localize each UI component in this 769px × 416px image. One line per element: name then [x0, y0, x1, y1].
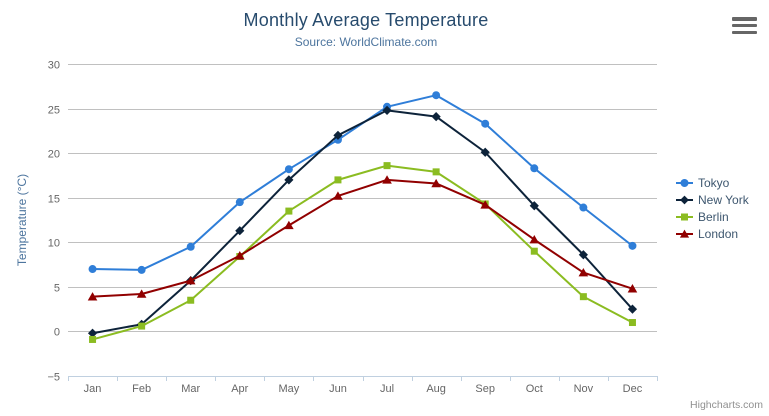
data-point-tokyo[interactable] — [137, 265, 146, 274]
data-point-london[interactable] — [136, 289, 147, 298]
data-point-london[interactable] — [284, 220, 294, 230]
data-point-tokyo[interactable] — [235, 198, 244, 207]
legend-label: Berlin — [698, 209, 729, 224]
legend-marker-diamond-icon — [676, 195, 693, 204]
series-new-york[interactable] — [87, 105, 638, 338]
data-point-new-york[interactable] — [578, 250, 588, 260]
legend-label: New York — [698, 192, 749, 207]
legend-marker-triangle-icon — [676, 229, 693, 238]
x-axis-tick-label: Nov — [574, 383, 594, 395]
series-london[interactable] — [87, 175, 638, 301]
y-axis-tick-label: 30 — [48, 60, 60, 72]
data-point-london[interactable] — [431, 178, 441, 188]
y-axis-tick-label: 0 — [54, 327, 60, 339]
data-point-berlin[interactable] — [187, 296, 195, 304]
data-point-tokyo[interactable] — [481, 119, 490, 128]
data-point-london[interactable] — [480, 200, 491, 209]
legend: Tokyo New York Berlin London — [676, 175, 749, 241]
data-point-berlin[interactable] — [334, 176, 342, 184]
data-point-berlin[interactable] — [579, 293, 587, 301]
data-point-berlin[interactable] — [383, 162, 391, 170]
data-point-berlin[interactable] — [628, 319, 636, 327]
data-point-berlin[interactable] — [138, 322, 146, 330]
y-axis-title: Temperature (°C) — [15, 174, 29, 266]
series-line-tokyo[interactable] — [91, 94, 634, 271]
x-axis-tick-label: Jul — [380, 383, 394, 395]
legend-label: London — [698, 226, 739, 241]
data-point-new-york[interactable] — [87, 328, 98, 338]
data-point-london[interactable] — [185, 276, 196, 285]
data-point-london[interactable] — [333, 191, 343, 200]
data-point-london[interactable] — [529, 235, 540, 244]
x-axis-tick-label: Dec — [623, 383, 643, 395]
data-point-tokyo[interactable] — [88, 265, 97, 274]
data-point-new-york[interactable] — [431, 111, 441, 122]
legend-item-berlin[interactable]: Berlin — [676, 209, 749, 224]
x-axis-tick-label: Mar — [181, 383, 200, 395]
x-axis-tick-label: Jan — [84, 383, 102, 395]
chart-subtitle: Source: WorldClimate.com — [294, 35, 438, 49]
hamburger-menu-icon[interactable] — [732, 17, 757, 34]
data-point-new-york[interactable] — [235, 226, 245, 236]
y-axis-tick-label: 20 — [48, 149, 60, 161]
data-point-tokyo[interactable] — [284, 165, 293, 174]
data-point-new-york[interactable] — [529, 201, 539, 211]
legend-label: Tokyo — [698, 175, 730, 190]
data-point-london[interactable] — [578, 267, 589, 277]
x-axis-tick-label: Jun — [329, 383, 347, 395]
data-point-london[interactable] — [87, 292, 98, 301]
chart-title: Monthly Average Temperature — [243, 10, 489, 30]
data-point-tokyo[interactable] — [530, 164, 539, 173]
y-axis-tick-label: 25 — [48, 105, 60, 117]
x-axis-tick-label: Sep — [475, 383, 495, 395]
series-line-new-york[interactable] — [91, 109, 634, 335]
data-point-london[interactable] — [382, 175, 392, 184]
menu-bar — [732, 30, 757, 34]
data-point-london[interactable] — [627, 284, 638, 293]
data-point-tokyo[interactable] — [628, 241, 637, 250]
y-axis-tick-label: −5 — [47, 372, 60, 384]
y-axis-tick-label: 5 — [54, 283, 60, 295]
y-axis-tick-label: 10 — [48, 238, 60, 250]
data-point-berlin[interactable] — [530, 247, 538, 255]
data-point-berlin[interactable] — [285, 207, 293, 215]
x-axis-tick-label: Feb — [132, 383, 151, 395]
x-axis-tick-label: Oct — [526, 383, 543, 395]
data-point-tokyo[interactable] — [186, 242, 195, 251]
x-axis-tick-label: Aug — [426, 383, 446, 395]
menu-bar — [732, 17, 757, 21]
legend-marker-square-icon — [676, 213, 693, 220]
highcharts-credits-link[interactable]: Highcharts.com — [690, 399, 763, 411]
menu-bar — [732, 23, 757, 28]
x-axis-tick-label: May — [278, 383, 299, 395]
legend-item-new-york[interactable]: New York — [676, 192, 749, 207]
data-point-tokyo[interactable] — [432, 91, 441, 100]
data-point-new-york[interactable] — [480, 147, 490, 157]
data-point-berlin[interactable] — [432, 168, 440, 176]
data-point-new-york[interactable] — [333, 130, 343, 140]
data-point-new-york[interactable] — [284, 175, 294, 185]
series-line-london[interactable] — [91, 178, 634, 298]
data-point-new-york[interactable] — [627, 304, 638, 314]
data-point-tokyo[interactable] — [579, 203, 588, 212]
data-point-new-york[interactable] — [382, 105, 392, 115]
legend-item-london[interactable]: London — [676, 226, 749, 241]
data-point-london[interactable] — [234, 251, 245, 260]
series-tokyo[interactable] — [88, 91, 637, 274]
x-axis-tick-label: Apr — [231, 383, 248, 395]
legend-item-tokyo[interactable]: Tokyo — [676, 175, 749, 190]
series-berlin[interactable] — [89, 162, 636, 343]
data-point-berlin[interactable] — [89, 335, 97, 343]
y-axis-tick-label: 15 — [48, 194, 60, 206]
legend-marker-circle-icon — [676, 178, 693, 187]
series-line-berlin[interactable] — [91, 164, 634, 341]
